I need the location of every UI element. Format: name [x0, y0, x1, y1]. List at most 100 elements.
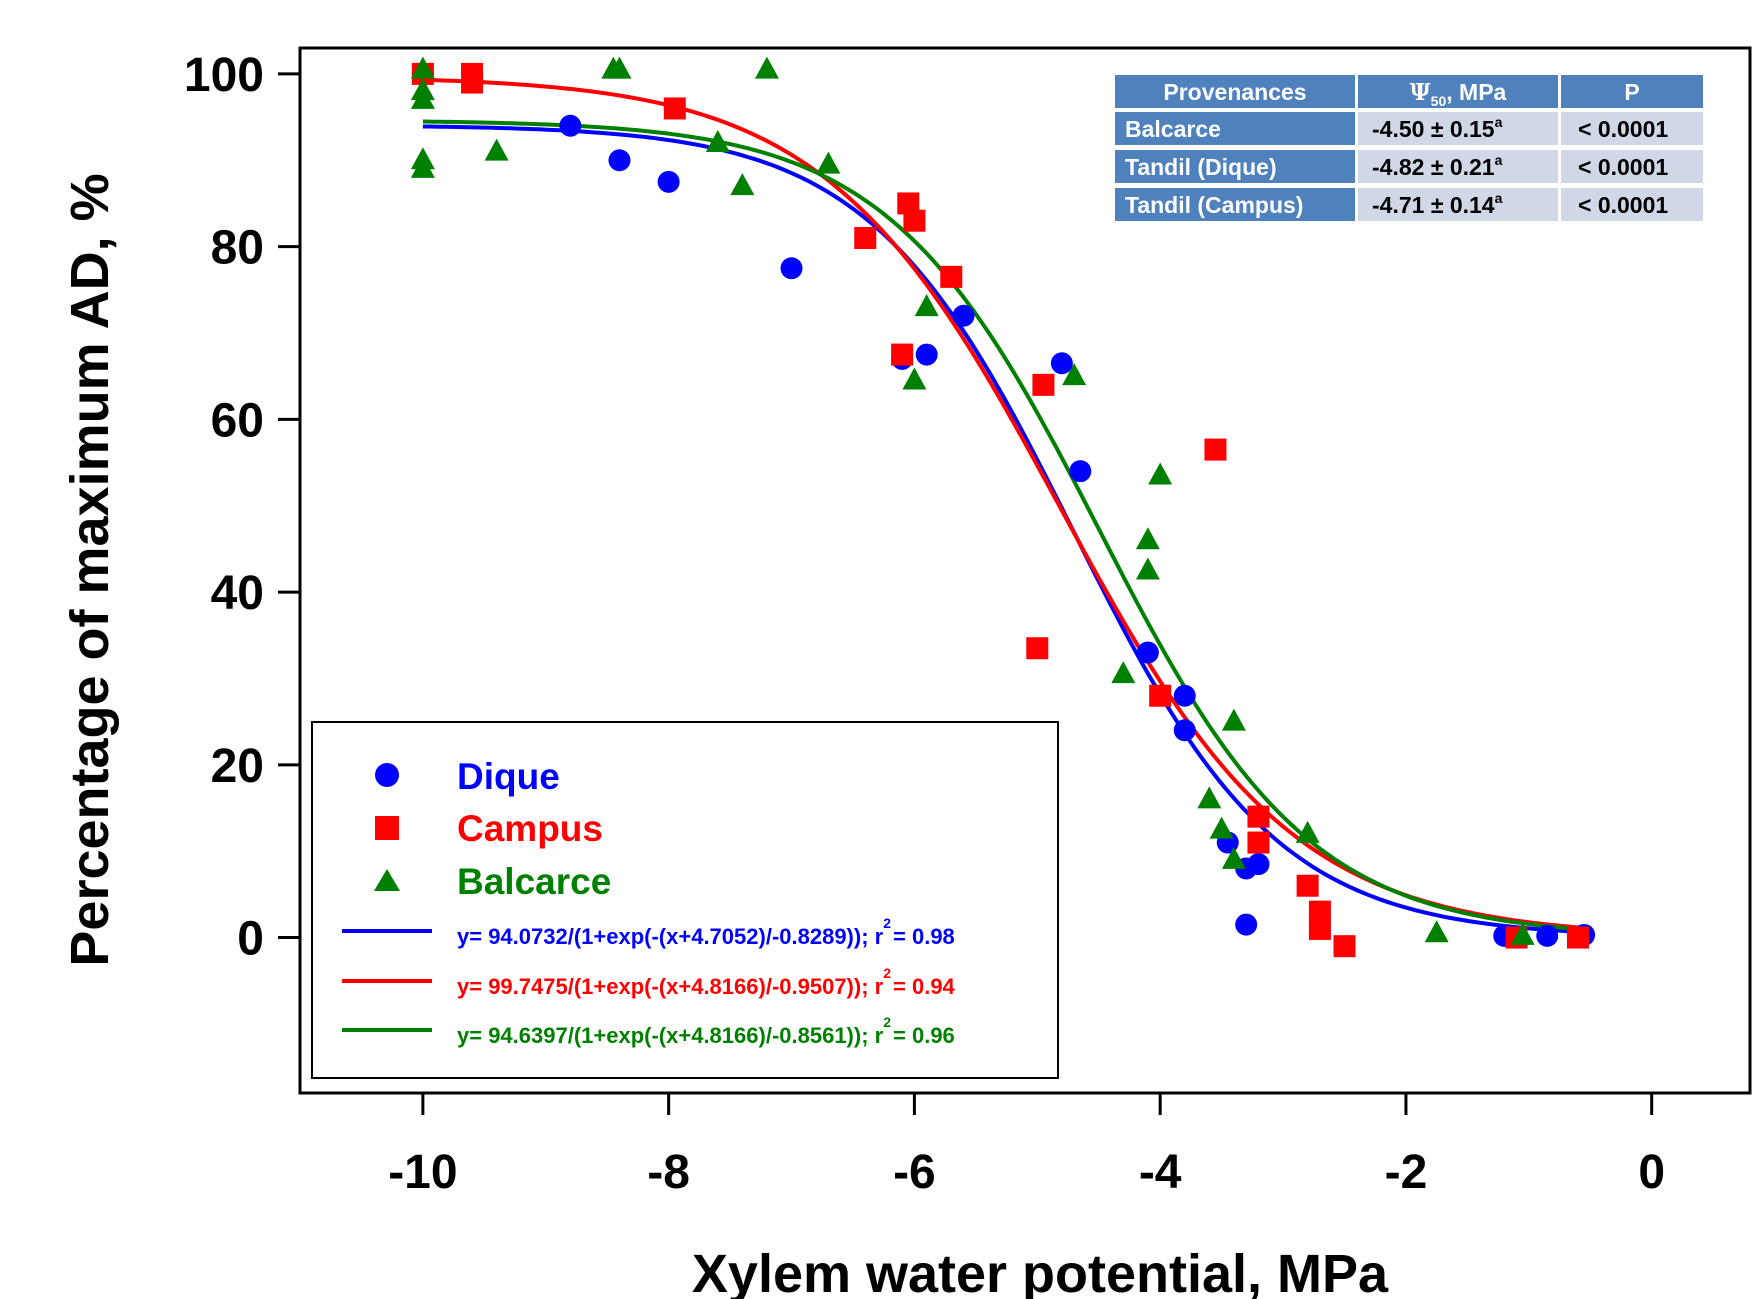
legend-balcarce-marker: [374, 869, 400, 891]
table-header-psi: [1358, 75, 1558, 108]
point-balcarce: [1062, 363, 1087, 386]
y-tick-label: 100: [184, 49, 264, 102]
table-row-value: -4.82 ± 0.21a: [1372, 152, 1503, 180]
y-axis-title: Percentage of maximum AD, %: [60, 173, 120, 966]
point-dique: [559, 114, 582, 137]
point-balcarce: [1197, 786, 1222, 809]
point-campus: [1149, 684, 1172, 707]
point-balcarce: [410, 56, 435, 79]
table-row: Balcarce -4.50 ± 0.15a < 0.0001: [1115, 112, 1703, 145]
point-dique: [608, 149, 631, 172]
x-tick-label: -10: [388, 1146, 457, 1199]
point-balcarce: [1221, 708, 1246, 731]
legend-campus-marker: [375, 816, 399, 840]
y-tick-label: 20: [211, 740, 264, 793]
point-dique: [1050, 352, 1073, 375]
x-tick-label: -2: [1385, 1146, 1428, 1199]
point-balcarce: [902, 367, 927, 390]
point-dique: [1247, 853, 1270, 876]
point-campus: [1308, 917, 1331, 940]
point-dique: [657, 170, 680, 193]
point-balcarce: [1295, 820, 1320, 843]
x-tick-label: -4: [1139, 1146, 1182, 1199]
table-row: Tandil (Campus) -4.71 ± 0.14a < 0.0001: [1115, 188, 1703, 221]
point-balcarce: [1148, 462, 1173, 485]
legend-dique-marker: [375, 763, 399, 787]
legend-fit-campus-eq: y= 99.7475/(1+exp(-(x+4.8166)/-0.9507));…: [457, 965, 956, 999]
table-row-value: -4.71 ± 0.14a: [1372, 190, 1503, 218]
table-row-p: < 0.0001: [1578, 154, 1668, 180]
point-campus: [897, 192, 920, 215]
legend-balcarce-label: Balcarce: [457, 861, 611, 902]
point-dique: [1173, 719, 1196, 742]
fit-curve-balcarce: [422, 119, 1585, 932]
point-dique: [1136, 641, 1159, 664]
point-campus: [1296, 874, 1319, 897]
table-header-p-label: P: [1624, 79, 1639, 105]
plot-frame: [298, 46, 1752, 1095]
point-balcarce: [1111, 661, 1136, 684]
point-balcarce: [754, 56, 779, 79]
x-tick-label: 0: [1638, 1146, 1665, 1199]
point-balcarce: [730, 173, 755, 196]
point-balcarce: [1510, 922, 1535, 945]
point-campus: [1204, 438, 1227, 461]
x-tick-label: -8: [647, 1146, 690, 1199]
x-axis: -10 -8 -6 -4 -2 0: [388, 1093, 1665, 1199]
x-axis-title: Xylem water potential, MPa: [692, 1244, 1389, 1299]
table-header-provenances-label: Provenances: [1163, 79, 1306, 105]
point-campus: [1308, 900, 1331, 923]
point-balcarce: [1221, 846, 1246, 869]
point-balcarce: [1135, 557, 1160, 580]
point-dique: [1235, 913, 1258, 936]
table-row-name: Tandil (Dique): [1125, 154, 1277, 180]
x-tick-label: -6: [893, 1146, 936, 1199]
point-campus: [1566, 926, 1589, 949]
y-axis: 0 20 40 60 80 100: [184, 49, 300, 966]
point-dique: [1069, 460, 1092, 483]
table-row: Tandil (Dique) -4.82 ± 0.21a < 0.0001: [1115, 150, 1703, 183]
point-balcarce: [1135, 527, 1160, 550]
point-campus: [1247, 805, 1270, 828]
point-balcarce: [705, 130, 730, 152]
table-header-psi-label: Ψ50, MPa: [1410, 79, 1507, 109]
legend-campus-label: Campus: [457, 808, 603, 849]
point-dique: [915, 343, 938, 366]
point-campus: [903, 209, 926, 232]
table-row-p: < 0.0001: [1578, 192, 1668, 218]
table-header-provenances: [1115, 75, 1355, 108]
legend-box: [311, 721, 1059, 1079]
point-balcarce: [607, 56, 632, 79]
point-dique: [952, 304, 975, 327]
point-balcarce: [410, 86, 435, 109]
legend: Dique Campus Balcarce y= 94.0732/(1+exp(…: [311, 721, 1059, 1079]
point-balcarce: [1209, 816, 1234, 839]
point-dique: [1173, 684, 1196, 707]
table-row-p: < 0.0001: [1578, 116, 1668, 142]
point-dique: [1536, 924, 1559, 947]
point-campus: [891, 343, 914, 366]
table-row-name: Balcarce: [1125, 116, 1221, 142]
legend-fit-dique-eq: y= 94.0732/(1+exp(-(x+4.7052)/-0.8289));…: [457, 915, 955, 949]
point-balcarce: [484, 138, 509, 161]
point-campus: [1247, 831, 1270, 854]
point-campus: [854, 227, 877, 249]
table-rows: Balcarce -4.50 ± 0.15a < 0.0001 Tandil (…: [1115, 112, 1703, 221]
y-tick-label: 80: [211, 222, 264, 275]
point-campus: [1333, 935, 1356, 958]
point-campus: [663, 97, 686, 120]
point-balcarce: [816, 151, 841, 174]
point-balcarce: [410, 155, 435, 178]
table-header-p: [1561, 75, 1703, 108]
table-row-value: -4.50 ± 0.15a: [1372, 114, 1503, 142]
point-campus: [1026, 637, 1049, 660]
stats-table: Provenances Ψ50, MPa P Balcarce -4.50 ± …: [1115, 75, 1703, 221]
y-tick-label: 60: [211, 394, 264, 447]
data-points: [410, 56, 1596, 958]
point-campus: [1032, 373, 1055, 396]
point-dique: [780, 257, 803, 280]
legend-fit-balcarce-eq: y= 94.6397/(1+exp(-(x+4.8166)/-0.8561));…: [457, 1014, 955, 1048]
point-campus: [940, 265, 963, 288]
y-tick-label: 40: [211, 567, 264, 620]
